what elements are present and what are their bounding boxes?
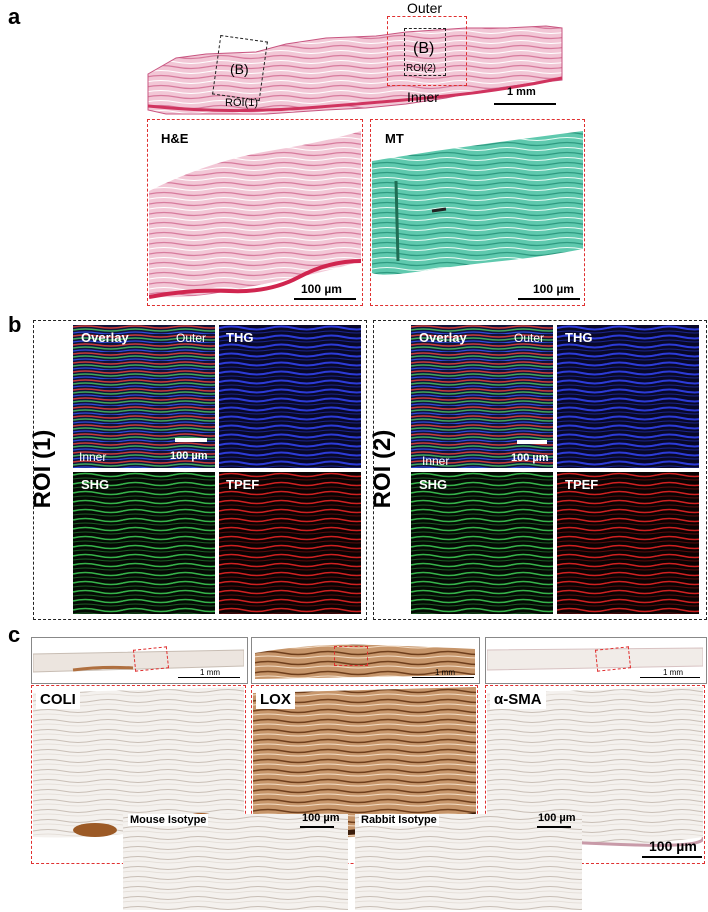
lox-overview-scale-bar [412,677,474,678]
he-scale-label: 100 µm [301,282,342,296]
roi2-side-label: ROI (2) [369,429,396,509]
roi2-shg-label: SHG [419,477,448,492]
roi1-inner-label: Inner [79,450,107,464]
mt-label: MT [385,131,404,146]
roi1-scale-label: 100 µm [170,450,208,462]
roi2-label: ROI(2) [406,63,436,74]
panel-letter-a: a [8,4,21,29]
roi1-group [33,320,367,620]
he-zoom-box [387,16,467,86]
roi2-thg-label: THG [565,330,593,345]
mt-panel [370,119,585,306]
roi2-box-label: (B) [413,40,435,57]
overview-scale-bar [494,103,556,105]
asma-roi-box [594,646,632,672]
roi2-scale-bar [517,440,547,444]
inner-label: Inner [407,89,439,105]
coli-label: COLI [36,690,80,709]
roi2-thg-image [557,325,699,468]
roi1-thg-label: THG [226,330,254,345]
panel-letter-c: c [8,622,21,647]
coli-overview-image [33,649,244,673]
asma-panel [485,685,705,864]
coli-roi-box [132,646,170,672]
mouse-isotype-image [123,814,348,910]
roi1-tpef-image [219,472,361,614]
outer-label: Outer [407,0,443,16]
asma-scale-bar [642,856,702,858]
he-zoom-image [149,121,361,304]
roi1-outer-label: Outer [176,331,207,345]
mt-zoom-image [372,121,583,304]
mouse-isotype-scale-label: 100 µm [302,812,340,824]
rabbit-isotype-image [355,814,582,910]
roi1-box-label: (B) [230,61,249,77]
overview-scale-label: 1 mm [507,86,536,98]
he-overview-image [147,25,563,115]
roi1-side-label: ROI (1) [29,429,56,509]
mouse-isotype-scale-bar [300,826,334,828]
lox-label: LOX [256,690,295,709]
roi2-box [404,28,446,76]
roi2-inner-label: Inner [422,454,450,468]
coli-overview-scale-bar [178,677,240,678]
asma-label: α-SMA [490,690,546,709]
rabbit-isotype-label: Rabbit Isotype [359,814,439,826]
asma-overview-scale-label: 1 mm [663,668,683,677]
mt-scale-bar [518,298,580,300]
roi1-scale-bar [175,438,207,442]
roi1-tpef-label: TPEF [226,477,260,492]
roi1-overlay-label: Overlay [81,330,129,345]
asma-overview-image [487,647,703,671]
he-panel [147,119,363,306]
he-label: H&E [161,131,189,146]
rabbit-isotype-scale-label: 100 µm [538,812,576,824]
roi1-thg-image [219,325,361,468]
roi2-group [373,320,707,620]
lox-roi-box [334,646,368,666]
roi1-shg-label: SHG [81,477,110,492]
roi2-tpef-image [557,472,699,614]
panel-letter-b: b [8,312,22,337]
lox-overview-image [255,644,475,679]
mt-scale-label: 100 µm [533,282,574,296]
roi1-label: ROI(1) [225,97,258,109]
roi2-overlay-image [411,325,553,468]
lox-overview-scale-label: 1 mm [435,668,455,677]
asma-overview-scale-bar [640,677,700,678]
he-scale-bar [294,298,356,300]
roi1-shg-image [73,472,215,614]
roi2-outer-label: Outer [514,331,545,345]
roi2-scale-label: 100 µm [511,452,549,464]
coli-overview-scale-label: 1 mm [200,668,220,677]
asma-scale-label: 100 µm [649,838,697,854]
rabbit-isotype-scale-bar [537,826,571,828]
roi2-overlay-label: Overlay [419,330,467,345]
roi2-shg-image [411,472,553,614]
roi1-overlay-image [73,325,215,468]
roi2-tpef-label: TPEF [565,477,599,492]
mouse-isotype-label: Mouse Isotype [128,814,209,826]
